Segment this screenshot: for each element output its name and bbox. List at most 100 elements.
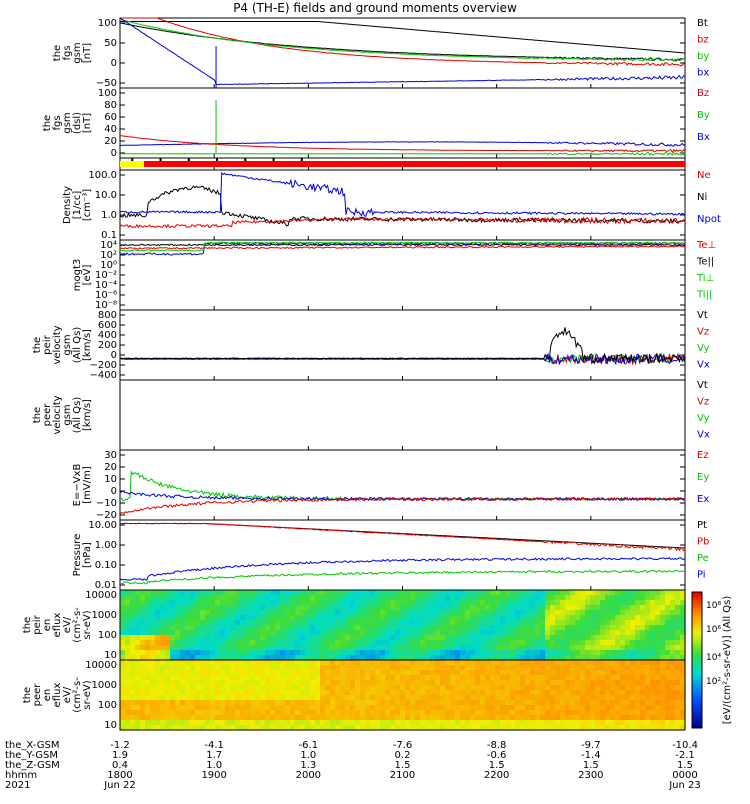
colorbar-cell [692, 682, 702, 685]
spectrogram-cell [475, 660, 481, 666]
spectrogram-cell [645, 625, 651, 631]
spectrogram-cell [225, 615, 231, 621]
spectrogram-cell [615, 710, 621, 716]
spectrogram-cell [585, 600, 591, 606]
spectrogram-cell [500, 715, 506, 721]
spectrogram-cell [565, 655, 571, 661]
spectrogram-cell [290, 645, 296, 651]
spectrogram-cell [535, 665, 541, 671]
spectrogram-cell [450, 665, 456, 671]
spectrogram-cell [635, 610, 641, 616]
spectrogram-cell [520, 710, 526, 716]
spectrogram-cell [130, 600, 136, 606]
spectrogram-cell [155, 685, 161, 691]
spectrogram-cell [500, 655, 506, 661]
spectrogram-cell [265, 675, 271, 681]
spectrogram-cell [585, 590, 591, 596]
spectrogram-cell [370, 650, 376, 656]
spectrogram-cell [645, 635, 651, 641]
spectrogram-cell [380, 625, 386, 631]
spectrogram-cell [150, 695, 156, 701]
spectrogram-cell [455, 655, 461, 661]
spectrogram-cell [485, 625, 491, 631]
spectrogram-cell [295, 595, 301, 601]
spectrogram-cell [540, 610, 546, 616]
spectrogram-cell [235, 645, 241, 651]
mode-marker [216, 158, 219, 161]
spectrogram-cell [120, 650, 126, 656]
spectrogram-cell [205, 640, 211, 646]
spectrogram-cell [125, 645, 131, 651]
spectrogram-cell [415, 640, 421, 646]
spectrogram-cell [170, 645, 176, 651]
spectrogram-cell [275, 690, 281, 696]
spectrogram-cell [525, 590, 531, 596]
spectrogram-cell [615, 595, 621, 601]
spectrogram-cell [320, 700, 326, 706]
spectrogram-cell [530, 695, 536, 701]
spectrogram-cell [200, 670, 206, 676]
spectrogram-cell [610, 590, 616, 596]
spectrogram-cell [255, 670, 261, 676]
spectrogram-cell [170, 660, 176, 666]
spectrogram-cell [460, 700, 466, 706]
spectrogram-cell [195, 620, 201, 626]
spectrogram-cell [415, 685, 421, 691]
spectrogram-cell [240, 715, 246, 721]
spectrogram-cell [370, 640, 376, 646]
spectrogram-cell [220, 695, 226, 701]
spectrogram-cell [370, 660, 376, 666]
spectrogram-cell [405, 715, 411, 721]
spectrogram-cell [140, 720, 146, 726]
spectrogram-cell [310, 610, 316, 616]
spectrogram-cell [550, 685, 556, 691]
spectrogram-cell [285, 610, 291, 616]
y-axis-label: (All Qs) [72, 327, 83, 364]
spectrogram-cell [505, 685, 511, 691]
spectrogram-cell [625, 650, 631, 656]
spectrogram-cell [505, 650, 511, 656]
spectrogram-cell [210, 620, 216, 626]
spectrogram-cell [275, 635, 281, 641]
spectrogram-cell [255, 650, 261, 656]
spectrogram-cell [185, 725, 191, 731]
spectrogram-cell [330, 615, 336, 621]
spectrogram-cell [565, 660, 571, 666]
spectrogram-cell [450, 700, 456, 706]
spectrogram-cell [640, 640, 646, 646]
spectrogram-cell [290, 595, 296, 601]
spectrogram-cell [640, 620, 646, 626]
spectrogram-cell [215, 610, 221, 616]
spectrogram-cell [215, 670, 221, 676]
spectrogram-cell [545, 720, 551, 726]
colorbar-cell [692, 724, 702, 727]
spectrogram-cell [360, 670, 366, 676]
spectrogram-cell [375, 635, 381, 641]
spectrogram-cell [475, 725, 481, 731]
y-axis-label: eflux [52, 683, 63, 708]
y-axis-label: sr-eV) [82, 680, 93, 709]
spectrogram-cell [500, 725, 506, 731]
spectrogram-cell [460, 655, 466, 661]
spectrogram-cell [570, 725, 576, 731]
spectrogram-cell [470, 670, 476, 676]
spectrogram-cell [520, 600, 526, 606]
spectrogram-cell [410, 670, 416, 676]
spectrogram-cell [370, 620, 376, 626]
spectrogram-cell [255, 640, 261, 646]
spectrogram-cell [660, 610, 666, 616]
spectrogram-cell [295, 705, 301, 711]
spectrogram-cell [270, 695, 276, 701]
spectrogram-cell [635, 680, 641, 686]
spectrogram-cell [275, 610, 281, 616]
spectrogram-cell [660, 700, 666, 706]
spectrogram-cell [525, 595, 531, 601]
spectrogram-cell [640, 685, 646, 691]
spectrogram-cell [405, 685, 411, 691]
spectrogram-cell [555, 720, 561, 726]
spectrogram-cell [405, 720, 411, 726]
spectrogram-cell [400, 630, 406, 636]
spectrogram-cell [630, 645, 636, 651]
spectrogram-cell [325, 600, 331, 606]
spectrogram-cell [380, 615, 386, 621]
